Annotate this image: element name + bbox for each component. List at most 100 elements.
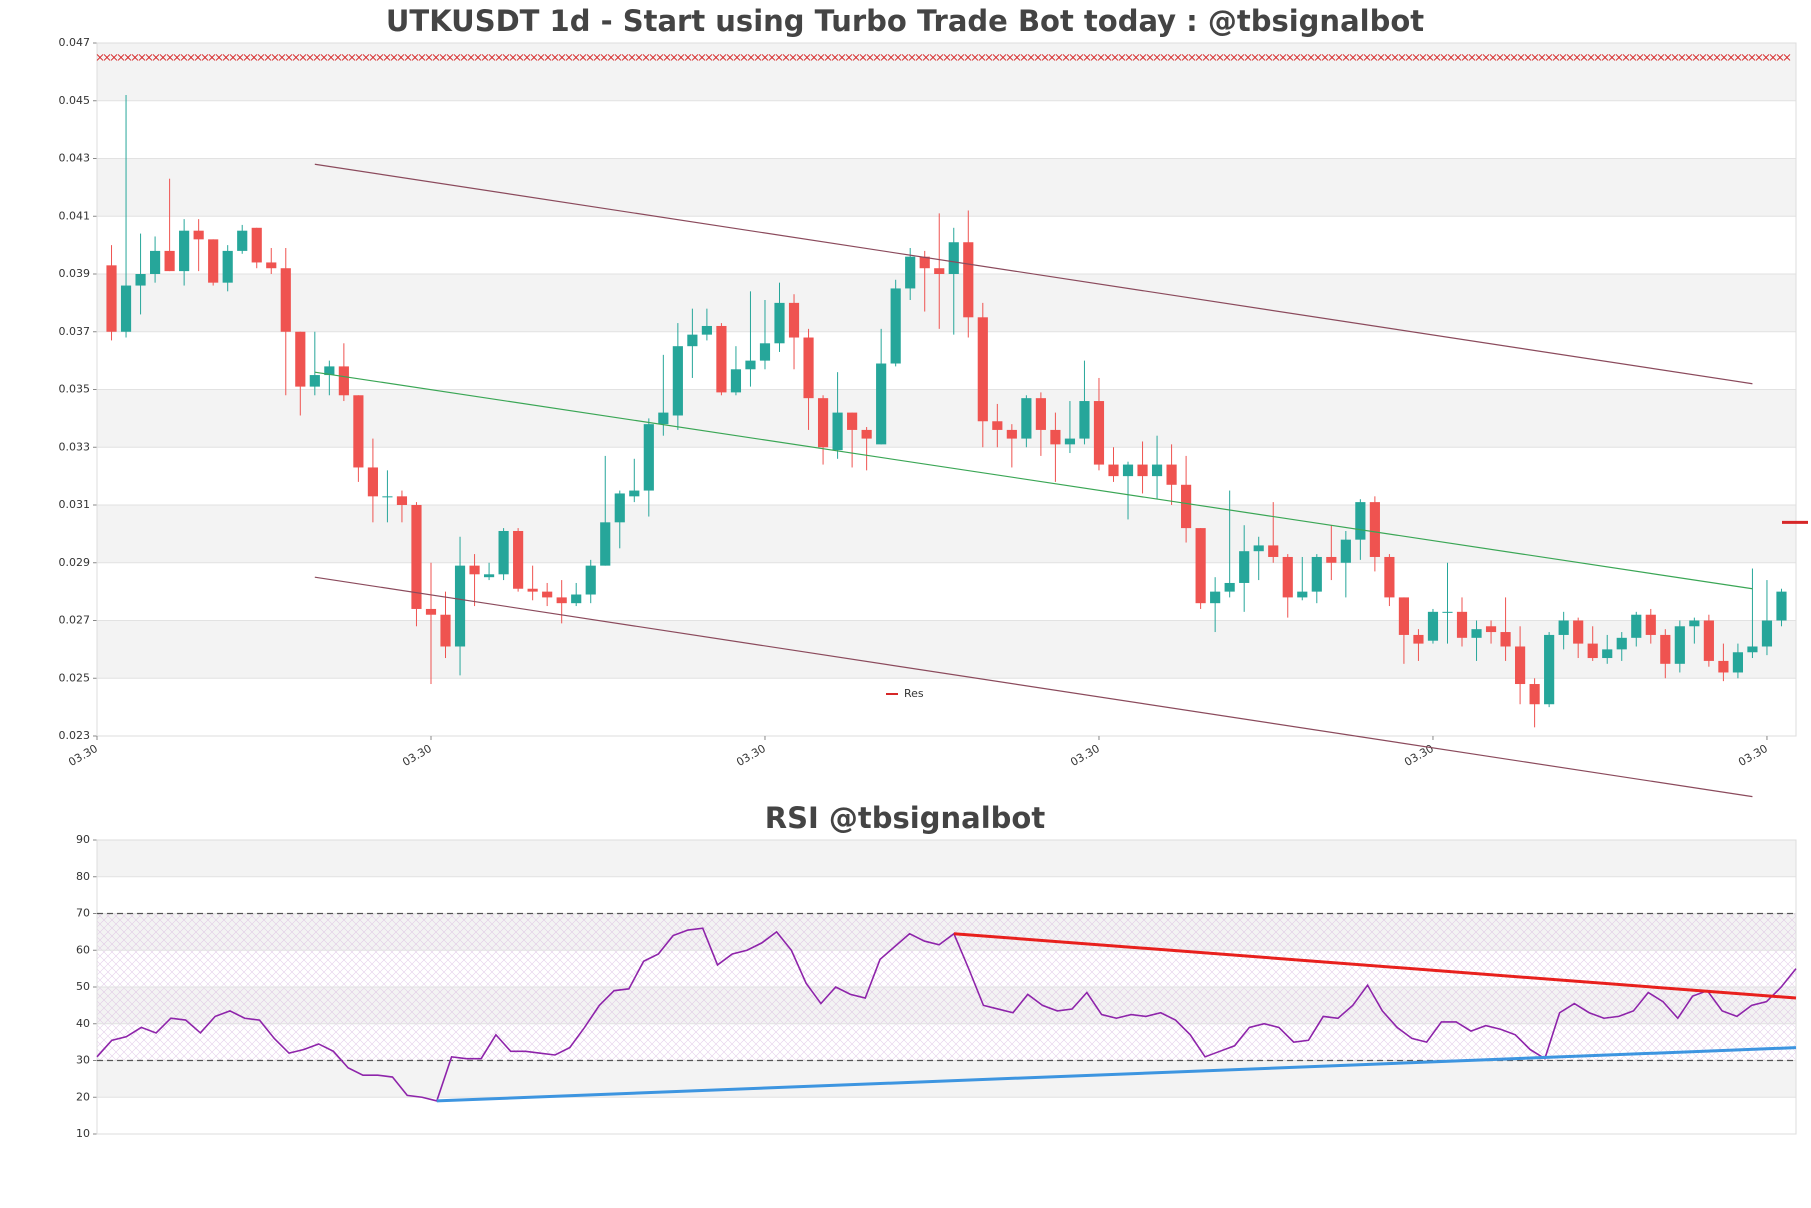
grid-band [97,389,1796,448]
x-tick-label: 03.30 [1068,742,1102,769]
grid-band [97,274,1796,332]
candle-body [759,343,771,361]
rsi-line [96,927,1797,1102]
candle-body [1108,464,1119,477]
candle-body [542,591,553,598]
candle-body [614,493,625,523]
candle-body [1747,646,1758,653]
y-tick-label: 0.027 [59,614,91,627]
candle-body [338,366,349,396]
y-tick-label: 0.047 [59,36,91,49]
candle-body [905,256,916,289]
y-tick-label: 0.029 [59,556,91,569]
candle-body [280,268,291,332]
candle-body [701,325,712,335]
candle-body [643,424,654,491]
candle-body [1021,398,1032,439]
y-tick-label: 80 [76,870,90,883]
candle-body [367,467,378,497]
candle-body [1645,614,1656,635]
candle-body [1544,634,1555,705]
candle-body [179,230,190,272]
candle-body [164,250,175,272]
y-tick-label: 90 [76,833,90,846]
y-tick-label: 0.025 [59,671,91,684]
candle-body [106,265,117,332]
grid-band [97,505,1796,563]
candle-body [817,398,829,448]
trend-line [953,932,1797,1000]
candle-body [847,412,858,430]
candle-body [222,250,233,283]
candle-body [963,242,974,318]
y-tick-label: 0.043 [59,152,91,165]
candle-body [1558,620,1569,635]
candle-body [1253,545,1264,552]
candle-body [1471,629,1482,638]
trend-line [314,371,1753,590]
candle-body [788,302,800,338]
candle-body [1616,637,1627,650]
candle-body [687,334,698,347]
rsi-title: RSI @tbsignalbot [765,801,1046,835]
candle-body [876,363,887,445]
candle-body [396,496,408,505]
candle-body [571,594,582,604]
candle-body [1442,611,1453,613]
y-tick-label: 10 [76,1127,90,1140]
candle-body [1195,528,1206,604]
candle-body [1485,626,1497,633]
candle-body [658,412,669,425]
candle-body [1500,632,1511,647]
candle-body [527,588,538,592]
candle-body [1268,545,1279,557]
candle-body [1602,649,1613,659]
x-tick-label: 03.30 [400,742,434,769]
candle-body [1326,556,1337,563]
candle-body [1732,652,1743,673]
trend-line [314,163,1753,385]
candle-body [1529,684,1540,705]
chart-title: UTKUSDT 1d - Start using Turbo Trade Bot… [386,4,1424,38]
candle-body [672,346,683,416]
y-tick-label: 50 [76,980,90,993]
candle-body [1224,582,1235,592]
candle-body [1151,464,1163,477]
candle-body [1761,620,1773,647]
grid-band [97,43,1796,101]
candle-body [1137,464,1148,477]
candle-body [992,421,1003,430]
candle-body [1689,620,1700,627]
candle-body [1427,611,1439,641]
candle-body [832,412,843,451]
candle-body [1660,634,1671,664]
legend-label: Res [904,687,924,700]
candle-body [411,505,422,609]
candle-body [150,250,161,274]
candle-body [1050,429,1061,445]
grid-band [97,1060,1796,1098]
candle-body [861,429,872,439]
trend-line [314,576,1753,798]
candle-body [600,522,611,566]
grid-band [97,158,1796,217]
candle-body [1674,626,1685,664]
candle-body [469,565,480,575]
y-tick-label: 40 [76,1017,90,1030]
plot-frame [96,839,1797,1135]
candle-body [556,597,567,604]
y-tick-label: 0.033 [59,440,91,453]
candle-body [1456,611,1468,638]
candle-body [440,614,451,647]
candle-body [193,230,204,240]
candle-body [585,565,596,595]
candle-body [295,331,306,387]
y-tick-label: 0.031 [59,498,91,511]
candle-body [1515,646,1526,685]
candle-body [1413,634,1424,644]
y-tick-label: 0.035 [59,383,91,396]
x-tick-label: 03.30 [734,742,768,769]
candle-body [353,395,364,468]
candle-body [1282,556,1293,598]
